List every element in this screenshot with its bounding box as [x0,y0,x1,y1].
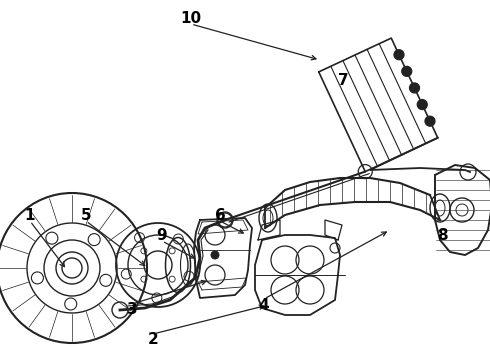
Circle shape [410,83,419,93]
Text: 7: 7 [338,72,348,87]
Text: 1: 1 [25,207,35,222]
Text: 2: 2 [147,333,158,347]
Text: 8: 8 [437,228,447,243]
Text: 6: 6 [215,207,225,222]
Circle shape [402,66,412,76]
Text: 5: 5 [81,207,91,222]
Circle shape [417,100,427,109]
Text: 4: 4 [259,297,270,312]
Text: 9: 9 [157,228,167,243]
Circle shape [394,50,404,60]
Text: 3: 3 [127,302,137,318]
Text: 10: 10 [180,10,201,26]
Circle shape [211,251,219,259]
Circle shape [425,116,435,126]
